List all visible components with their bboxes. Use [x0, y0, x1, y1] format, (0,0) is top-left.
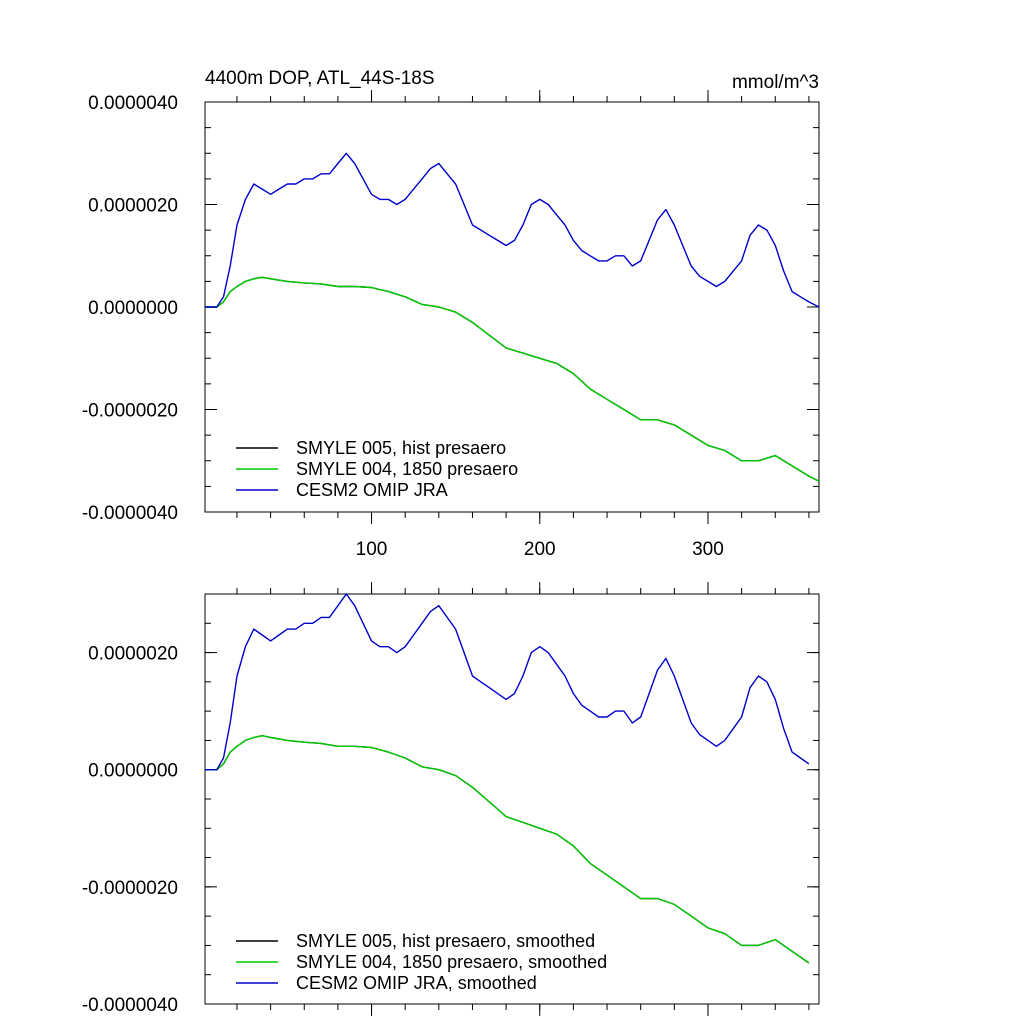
panel-top: -0.0000040 -0.0000020 0.0000000 0.0000020 0.… — [82, 90, 820, 560]
x-tick-label: 200 — [524, 539, 556, 560]
series-line-1 — [205, 276, 820, 482]
panel-bottom: -0.0000040 -0.0000020 0.0000000 0.0000020 SM… — [82, 582, 820, 1016]
legend-label-1: SMYLE 004, 1850 presaero — [296, 459, 518, 479]
y-tick-label: 0.0000040 — [88, 93, 178, 114]
y-tick-label: -0.0000040 — [82, 995, 178, 1016]
y-tick-label: 0.0000000 — [88, 298, 178, 319]
series-line-0 — [205, 735, 810, 964]
legend-label-0: SMYLE 005, hist presaero — [296, 438, 506, 458]
y-tick-label: -0.0000040 — [82, 503, 178, 524]
series-line-2 — [205, 152, 820, 308]
legend-label-1: SMYLE 004, 1850 presaero, smoothed — [296, 952, 607, 972]
y-tick-label: -0.0000020 — [82, 878, 178, 899]
series-line-1 — [205, 735, 810, 964]
chart-title-units: mmol/m^3 — [732, 72, 819, 93]
y-tick-label: 0.0000020 — [88, 196, 178, 217]
x-tick-label: 100 — [356, 539, 388, 560]
series-line-2 — [205, 593, 810, 771]
x-tick-label: 300 — [692, 539, 724, 560]
y-tick-label: 0.0000000 — [88, 761, 178, 782]
chart-title-left: 4400m DOP, ATL_44S-18S — [205, 68, 435, 89]
legend-label-2: CESM2 OMIP JRA — [296, 480, 448, 500]
y-tick-label: 0.0000020 — [88, 644, 178, 665]
legend-label-0: SMYLE 005, hist presaero, smoothed — [296, 931, 595, 951]
legend-label-2: CESM2 OMIP JRA, smoothed — [296, 973, 537, 993]
y-tick-label: -0.0000020 — [82, 401, 178, 422]
